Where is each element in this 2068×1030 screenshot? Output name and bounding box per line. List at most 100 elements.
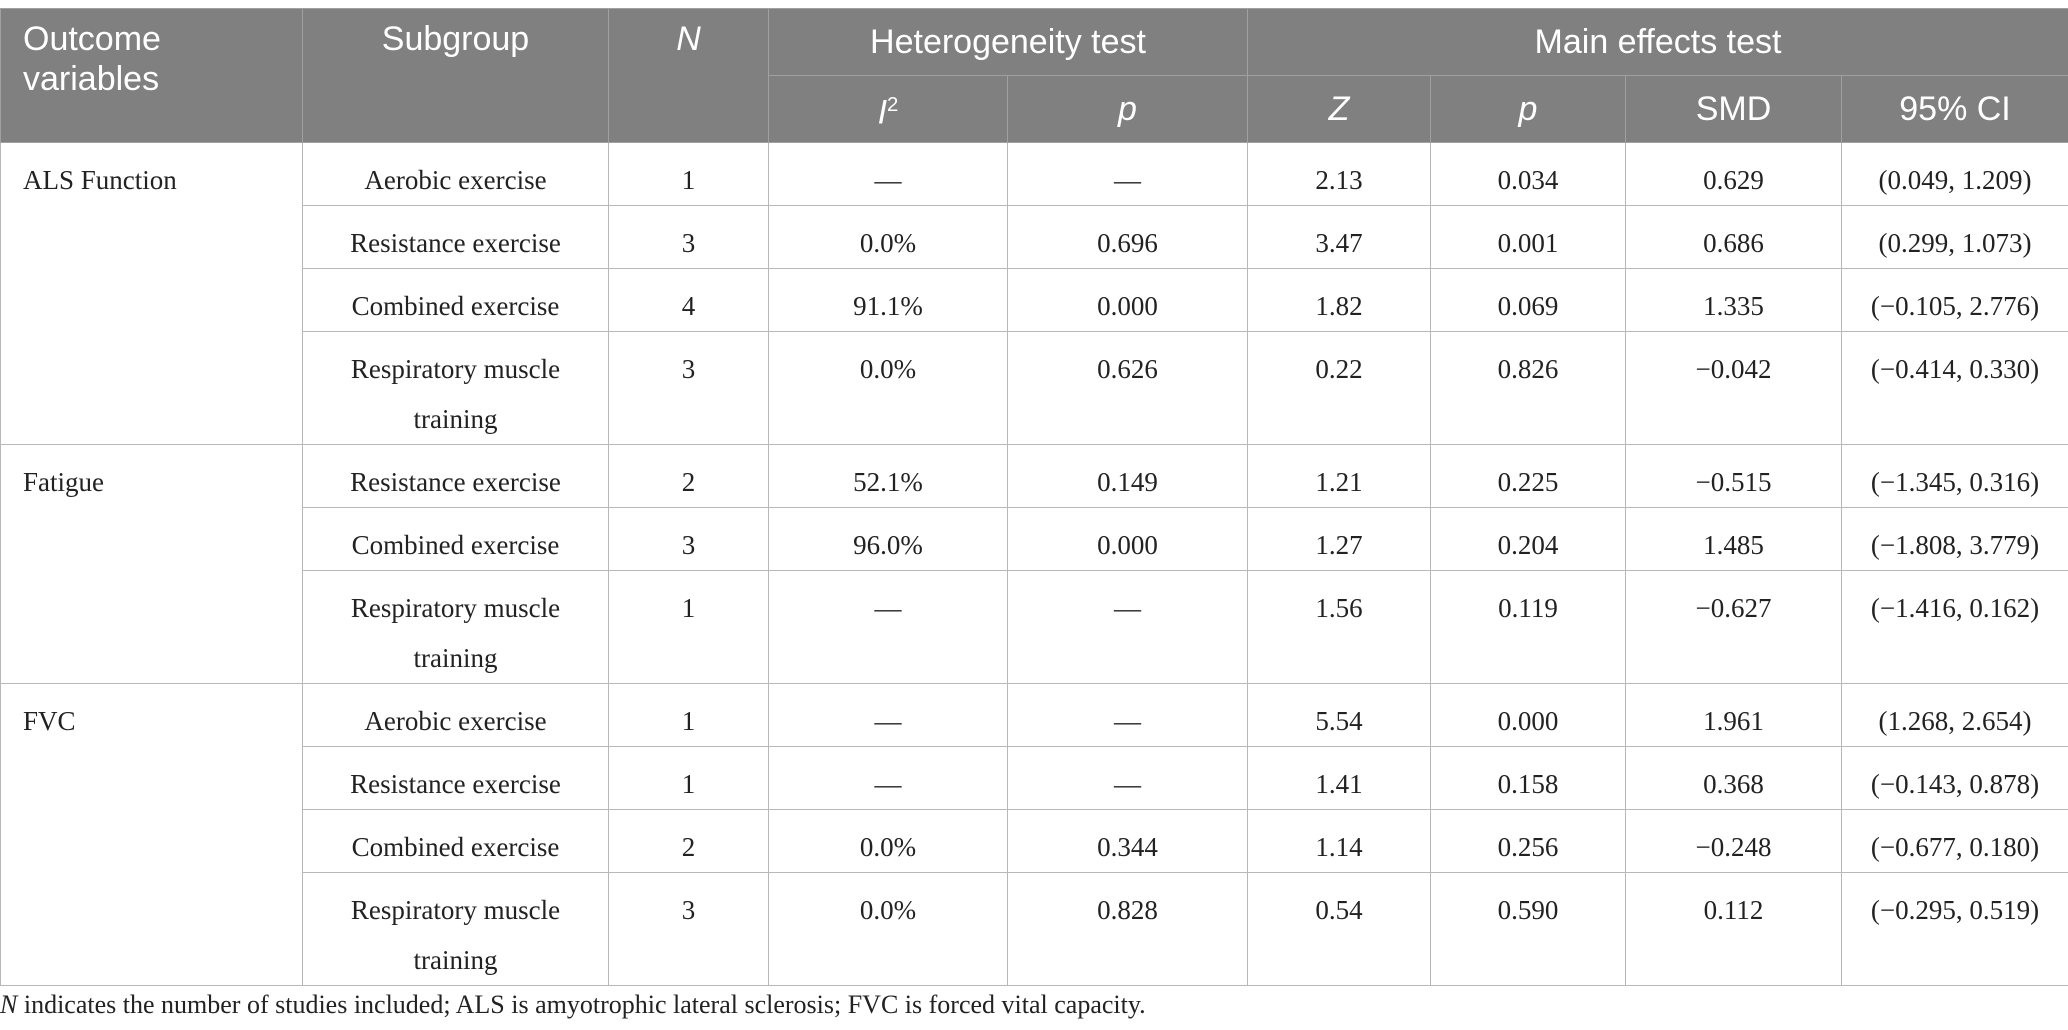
i2-cell: 0.0% (768, 872, 1008, 986)
ci-cell: (−1.416, 0.162) (1841, 570, 2068, 684)
subgroup-cell: Aerobic exercise (302, 142, 609, 206)
table-row: Resistance exercise 3 0.0% 0.696 3.47 0.… (1, 205, 2068, 269)
table-row: Respiratory muscle training 3 0.0% 0.626 … (1, 331, 2068, 445)
n-cell: 4 (608, 268, 769, 332)
subgroup-cell: Resistance exercise (302, 746, 609, 810)
p-cell: 0.119 (1430, 570, 1626, 684)
outcome-cell: Fatigue (0, 444, 303, 684)
smd-cell: 1.335 (1625, 268, 1842, 332)
z-cell: 0.54 (1247, 872, 1431, 986)
z-cell: 5.54 (1247, 683, 1431, 747)
header-95-ci: 95% CI (1841, 75, 2068, 143)
n-cell: 3 (608, 205, 769, 269)
ci-cell: (−0.143, 0.878) (1841, 746, 2068, 810)
p-het-cell: — (1007, 570, 1248, 684)
subgroup-cell: Respiratory muscle training (302, 570, 609, 684)
p-het-cell: — (1007, 142, 1248, 206)
table-row: Combined exercise 2 0.0% 0.344 1.14 0.25… (1, 809, 2068, 873)
z-cell: 1.14 (1247, 809, 1431, 873)
subgroup-cell: Combined exercise (302, 809, 609, 873)
header-p-main: p (1430, 75, 1626, 143)
i2-cell: — (768, 683, 1008, 747)
subgroup-cell: Combined exercise (302, 268, 609, 332)
table-row: Respiratory muscle training 3 0.0% 0.828 … (1, 872, 2068, 986)
ci-cell: (−0.105, 2.776) (1841, 268, 2068, 332)
table-row: Respiratory muscle training 1 — — 1.56 0.… (1, 570, 2068, 684)
n-cell: 1 (608, 683, 769, 747)
p-cell: 0.034 (1430, 142, 1626, 206)
n-cell: 1 (608, 570, 769, 684)
subgroup-cell: Resistance exercise (302, 205, 609, 269)
outcome-cell: FVC (0, 683, 303, 986)
header-smd: SMD (1625, 75, 1842, 143)
z-cell: 2.13 (1247, 142, 1431, 206)
ci-cell: (−0.295, 0.519) (1841, 872, 2068, 986)
smd-cell: 0.686 (1625, 205, 1842, 269)
table-row: Combined exercise 4 91.1% 0.000 1.82 0.0… (1, 268, 2068, 332)
table-row: FVC Aerobic exercise 1 — — 5.54 0.000 1.… (0, 683, 2068, 986)
n-cell: 1 (608, 746, 769, 810)
p-cell: 0.256 (1430, 809, 1626, 873)
subgroup-cell: Resistance exercise (302, 444, 609, 508)
outcome-cell: ALS Function (0, 142, 303, 445)
n-cell: 3 (608, 331, 769, 445)
i2-cell: — (768, 746, 1008, 810)
header-n: N (608, 8, 769, 143)
p-het-cell: 0.626 (1007, 331, 1248, 445)
p-het-cell: 0.828 (1007, 872, 1248, 986)
z-cell: 0.22 (1247, 331, 1431, 445)
p-het-cell: 0.000 (1007, 268, 1248, 332)
i2-cell: 0.0% (768, 205, 1008, 269)
z-cell: 1.21 (1247, 444, 1431, 508)
p-cell: 0.590 (1430, 872, 1626, 986)
header-z: Z (1247, 75, 1431, 143)
footnote-text: indicates the number of studies included… (17, 990, 1146, 1019)
z-cell: 1.41 (1247, 746, 1431, 810)
z-cell: 1.56 (1247, 570, 1431, 684)
subgroup-cell: Combined exercise (302, 507, 609, 571)
ci-cell: (−0.414, 0.330) (1841, 331, 2068, 445)
n-cell: 3 (608, 872, 769, 986)
p-het-cell: — (1007, 683, 1248, 747)
p-het-cell: 0.000 (1007, 507, 1248, 571)
table-body: ALS Function Aerobic exercise 1 — — 2.13… (0, 142, 2068, 986)
p-cell: 0.158 (1430, 746, 1626, 810)
header-main-effects-test: Main effects test (1247, 8, 2068, 76)
smd-cell: 0.629 (1625, 142, 1842, 206)
header-heterogeneity-test: Heterogeneity test (768, 8, 1248, 76)
smd-cell: −0.627 (1625, 570, 1842, 684)
header-p-heterogeneity: p (1007, 75, 1248, 143)
smd-cell: 0.368 (1625, 746, 1842, 810)
smd-cell: 1.961 (1625, 683, 1842, 747)
ci-cell: (0.299, 1.073) (1841, 205, 2068, 269)
z-cell: 3.47 (1247, 205, 1431, 269)
ci-cell: (−0.677, 0.180) (1841, 809, 2068, 873)
p-cell: 0.069 (1430, 268, 1626, 332)
p-het-cell: 0.696 (1007, 205, 1248, 269)
smd-cell: 0.112 (1625, 872, 1842, 986)
table-row: Resistance exercise 1 — — 1.41 0.158 0.3… (1, 746, 2068, 810)
n-cell: 2 (608, 809, 769, 873)
table-row: ALS Function Aerobic exercise 1 — — 2.13… (0, 142, 2068, 445)
header-i2: I2 (768, 75, 1008, 143)
n-cell: 1 (608, 142, 769, 206)
footnote-n-symbol: N (0, 990, 18, 1019)
n-cell: 2 (608, 444, 769, 508)
smd-cell: −0.248 (1625, 809, 1842, 873)
i2-cell: 0.0% (768, 331, 1008, 445)
header-subgroup: Subgroup (302, 8, 609, 143)
z-cell: 1.27 (1247, 507, 1431, 571)
table-row: Combined exercise 3 96.0% 0.000 1.27 0.2… (1, 507, 2068, 571)
p-cell: 0.204 (1430, 507, 1626, 571)
smd-cell: −0.042 (1625, 331, 1842, 445)
p-cell: 0.225 (1430, 444, 1626, 508)
subgroup-cell: Respiratory muscle training (302, 872, 609, 986)
i2-cell: 0.0% (768, 809, 1008, 873)
ci-cell: (1.268, 2.654) (1841, 683, 2068, 747)
table-footnote: N indicates the number of studies includ… (0, 990, 2068, 1020)
p-cell: 0.001 (1430, 205, 1626, 269)
p-cell: 0.000 (1430, 683, 1626, 747)
n-cell: 3 (608, 507, 769, 571)
header-outcome-variables: Outcome variables (0, 8, 303, 143)
i2-cell: 52.1% (768, 444, 1008, 508)
